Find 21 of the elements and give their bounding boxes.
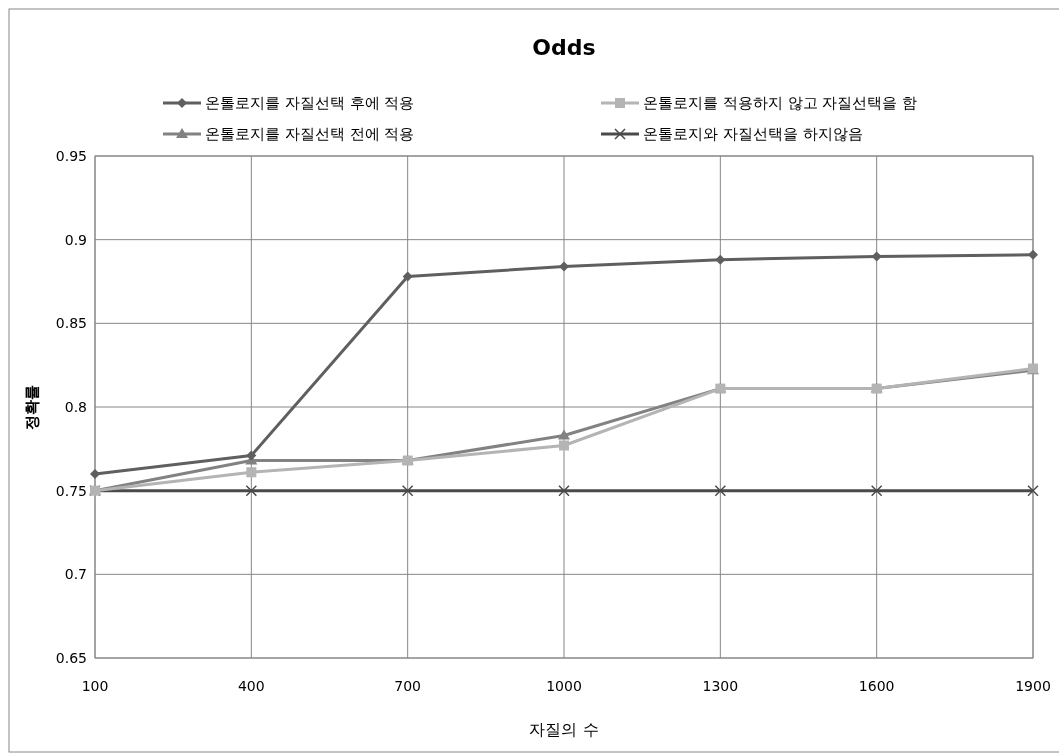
x-tick-label: 100: [81, 678, 109, 694]
y-tick-label: 0.7: [64, 566, 87, 583]
x-tick-label: 1600: [858, 678, 895, 694]
y-tick-label: 0.75: [55, 482, 87, 499]
chart-title: Odds: [532, 35, 596, 60]
legend-label: 온톨로지를 자질선택 전에 적용: [205, 125, 415, 144]
y-tick-label: 0.9: [64, 231, 87, 248]
x-tick-label: 400: [237, 678, 265, 694]
x-tick-label: 1000: [546, 678, 582, 694]
legend-label: 온톨로지와 자질선택을 하지않음: [643, 125, 863, 144]
y-tick-label: 0.8: [64, 398, 87, 415]
x-tick-label: 1300: [702, 678, 739, 694]
x-tick-label: 700: [394, 678, 422, 694]
y-tick-label: 0.85: [55, 315, 87, 332]
legend-label: 온톨로지를 적용하지 않고 자질선택을 함: [643, 94, 918, 113]
x-tick-label: 1900: [1015, 678, 1051, 694]
y-tick-label: 0.65: [55, 649, 87, 666]
y-axis-title: 정확률: [23, 384, 41, 430]
x-axis-title: 자질의 수: [529, 720, 599, 739]
y-tick-label: 0.95: [55, 147, 87, 164]
legend-label: 온톨로지를 자질선택 후에 적용: [205, 94, 415, 113]
